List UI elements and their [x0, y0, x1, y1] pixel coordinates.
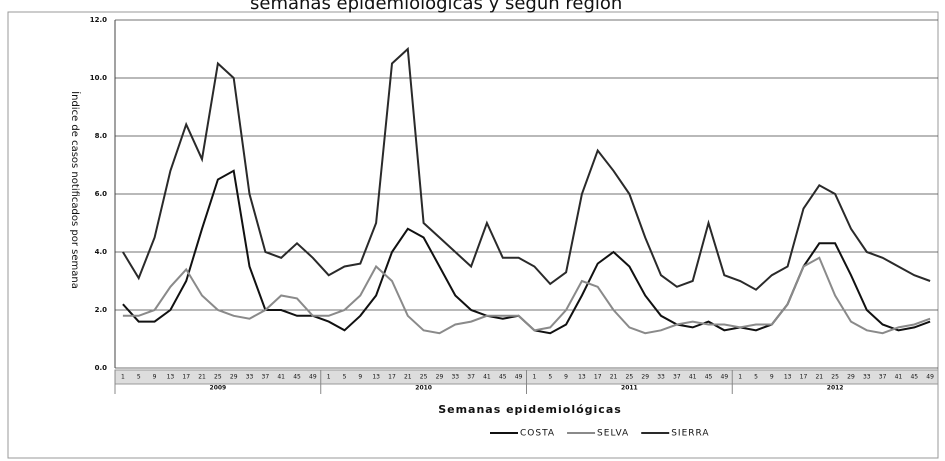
- x-tick-label: 5: [343, 374, 347, 381]
- x-tick-label: 41: [483, 374, 491, 381]
- x-tick-label: 45: [293, 374, 301, 381]
- y-axis-label: Índice de casos notificados por semana: [69, 91, 82, 289]
- x-tick-label: 41: [689, 374, 697, 381]
- x-tick-label: 41: [895, 374, 903, 381]
- x-tick-label: 1: [532, 374, 536, 381]
- x-tick-label: 29: [641, 374, 649, 381]
- x-tick-label: 1: [327, 374, 331, 381]
- x-tick-label: 29: [847, 374, 855, 381]
- year-label: 2010: [415, 385, 432, 392]
- x-tick-label: 49: [309, 374, 317, 381]
- y-tick-label: 10.0: [90, 74, 107, 82]
- x-tick-label: 29: [230, 374, 238, 381]
- x-tick-label: 21: [404, 374, 412, 381]
- year-label: 2011: [621, 385, 638, 392]
- x-tick-label: 21: [815, 374, 823, 381]
- y-tick-label: 2.0: [95, 306, 108, 314]
- y-tick-label: 0.0: [95, 364, 108, 372]
- x-tick-label: 37: [879, 374, 887, 381]
- x-tick-label: 13: [578, 374, 586, 381]
- x-tick-label: 49: [721, 374, 729, 381]
- x-tick-label: 13: [372, 374, 380, 381]
- x-tick-label: 33: [451, 374, 459, 381]
- x-tick-label: 25: [831, 374, 839, 381]
- legend-label: SIERRA: [671, 429, 709, 439]
- x-tick-label: 1: [121, 374, 125, 381]
- y-tick-label: 12.0: [90, 16, 107, 24]
- x-tick-label: 25: [626, 374, 634, 381]
- y-tick-label: 8.0: [95, 132, 108, 140]
- x-tick-label: 9: [770, 374, 774, 381]
- x-tick-label: 37: [467, 374, 475, 381]
- series-line: [122, 46, 931, 291]
- x-tick-label: 29: [436, 374, 444, 381]
- x-tick-label: 45: [910, 374, 918, 381]
- x-tick-label: 9: [564, 374, 568, 381]
- x-tick-label: 49: [515, 374, 523, 381]
- x-tick-label: 33: [863, 374, 871, 381]
- legend-label: SELVA: [597, 429, 629, 439]
- series-line: [122, 256, 931, 335]
- x-tick-label: 17: [388, 374, 396, 381]
- x-tick-label: 37: [673, 374, 681, 381]
- x-tick-label: 13: [167, 374, 175, 381]
- x-tick-label: 9: [153, 374, 157, 381]
- x-tick-label: 33: [246, 374, 254, 381]
- year-label: 2012: [827, 385, 844, 392]
- x-tick-label: 33: [657, 374, 665, 381]
- x-tick-label: 5: [754, 374, 758, 381]
- x-tick-label: 17: [594, 374, 602, 381]
- x-tick-label: 17: [800, 374, 808, 381]
- x-tick-label: 49: [926, 374, 934, 381]
- legend-label: COSTA: [520, 429, 555, 439]
- chart-title: semanas epidemiológicas y según región: [250, 0, 622, 14]
- x-tick-label: 21: [198, 374, 206, 381]
- x-tick-label: 25: [420, 374, 428, 381]
- x-tick-label: 41: [277, 374, 285, 381]
- y-tick-label: 6.0: [95, 190, 108, 198]
- x-axis-label: Semanas epidemiológicas: [438, 403, 622, 416]
- x-tick-label: 5: [137, 374, 141, 381]
- x-tick-label: 21: [610, 374, 618, 381]
- x-tick-label: 45: [499, 374, 507, 381]
- year-label: 2009: [210, 385, 227, 392]
- x-tick-label: 45: [705, 374, 713, 381]
- x-tick-label: 9: [358, 374, 362, 381]
- x-tick-label: 1: [738, 374, 742, 381]
- y-tick-label: 4.0: [95, 248, 108, 256]
- x-tick-label: 37: [262, 374, 270, 381]
- x-tick-label: 5: [548, 374, 552, 381]
- x-tick-label: 17: [182, 374, 190, 381]
- frame: [7, 11, 939, 459]
- x-tick-label: 25: [214, 374, 222, 381]
- x-tick-label: 13: [784, 374, 792, 381]
